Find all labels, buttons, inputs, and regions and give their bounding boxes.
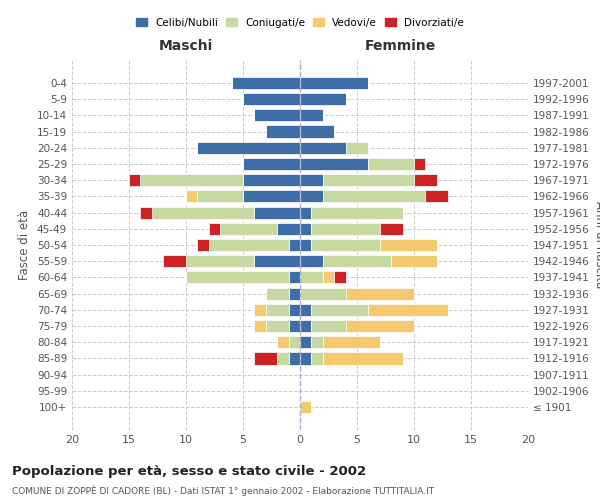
Bar	[209, 239, 289, 251]
Bar	[311, 239, 380, 251]
Bar	[266, 288, 289, 300]
Bar	[254, 255, 300, 268]
Bar	[277, 336, 289, 348]
Bar	[311, 304, 368, 316]
Bar	[289, 288, 300, 300]
Bar	[368, 304, 448, 316]
Bar	[243, 174, 300, 186]
Bar	[368, 158, 414, 170]
Bar	[323, 255, 391, 268]
Bar	[186, 190, 197, 202]
Bar	[414, 158, 425, 170]
Bar	[323, 352, 403, 364]
Bar	[300, 288, 346, 300]
Text: Maschi: Maschi	[159, 38, 213, 52]
Bar	[163, 255, 186, 268]
Bar	[266, 304, 289, 316]
Bar	[243, 158, 300, 170]
Bar	[254, 109, 300, 122]
Bar	[289, 239, 300, 251]
Bar	[346, 288, 414, 300]
Bar	[323, 336, 380, 348]
Bar	[380, 239, 437, 251]
Bar	[346, 142, 368, 154]
Bar	[414, 174, 437, 186]
Bar	[277, 222, 300, 235]
Y-axis label: Anni di nascita: Anni di nascita	[593, 202, 600, 288]
Bar	[140, 174, 243, 186]
Bar	[152, 206, 254, 218]
Bar	[243, 93, 300, 105]
Text: COMUNE DI ZOPPÈ DI CADORE (BL) - Dati ISTAT 1° gennaio 2002 - Elaborazione TUTTI: COMUNE DI ZOPPÈ DI CADORE (BL) - Dati IS…	[12, 485, 434, 496]
Bar	[323, 174, 414, 186]
Legend: Celibi/Nubili, Coniugati/e, Vedovi/e, Divorziati/e: Celibi/Nubili, Coniugati/e, Vedovi/e, Di…	[132, 14, 468, 32]
Bar	[232, 77, 300, 89]
Bar	[266, 320, 289, 332]
Bar	[197, 142, 300, 154]
Text: Femmine: Femmine	[365, 38, 436, 52]
Bar	[300, 352, 311, 364]
Bar	[311, 352, 323, 364]
Bar	[300, 93, 346, 105]
Bar	[380, 222, 403, 235]
Bar	[300, 320, 311, 332]
Bar	[289, 272, 300, 283]
Bar	[289, 352, 300, 364]
Bar	[254, 304, 266, 316]
Bar	[266, 126, 300, 138]
Bar	[186, 255, 254, 268]
Bar	[277, 352, 289, 364]
Bar	[300, 222, 311, 235]
Bar	[300, 401, 311, 413]
Bar	[289, 304, 300, 316]
Bar	[197, 190, 243, 202]
Bar	[311, 320, 346, 332]
Text: Popolazione per età, sesso e stato civile - 2002: Popolazione per età, sesso e stato civil…	[12, 465, 366, 478]
Bar	[254, 206, 300, 218]
Bar	[334, 272, 346, 283]
Bar	[300, 190, 323, 202]
Bar	[300, 336, 311, 348]
Bar	[220, 222, 277, 235]
Bar	[209, 222, 220, 235]
Bar	[300, 239, 311, 251]
Bar	[311, 206, 403, 218]
Bar	[300, 126, 334, 138]
Bar	[300, 174, 323, 186]
Bar	[300, 158, 368, 170]
Bar	[300, 206, 311, 218]
Bar	[323, 190, 425, 202]
Bar	[197, 239, 209, 251]
Y-axis label: Fasce di età: Fasce di età	[19, 210, 31, 280]
Bar	[254, 320, 266, 332]
Bar	[129, 174, 140, 186]
Bar	[425, 190, 448, 202]
Bar	[311, 336, 323, 348]
Bar	[323, 272, 334, 283]
Bar	[254, 352, 277, 364]
Bar	[300, 255, 323, 268]
Bar	[300, 304, 311, 316]
Bar	[311, 222, 380, 235]
Bar	[289, 336, 300, 348]
Bar	[300, 109, 323, 122]
Bar	[346, 320, 414, 332]
Bar	[186, 272, 289, 283]
Bar	[140, 206, 152, 218]
Bar	[391, 255, 437, 268]
Bar	[300, 142, 346, 154]
Bar	[300, 272, 323, 283]
Bar	[300, 77, 368, 89]
Bar	[243, 190, 300, 202]
Bar	[289, 320, 300, 332]
